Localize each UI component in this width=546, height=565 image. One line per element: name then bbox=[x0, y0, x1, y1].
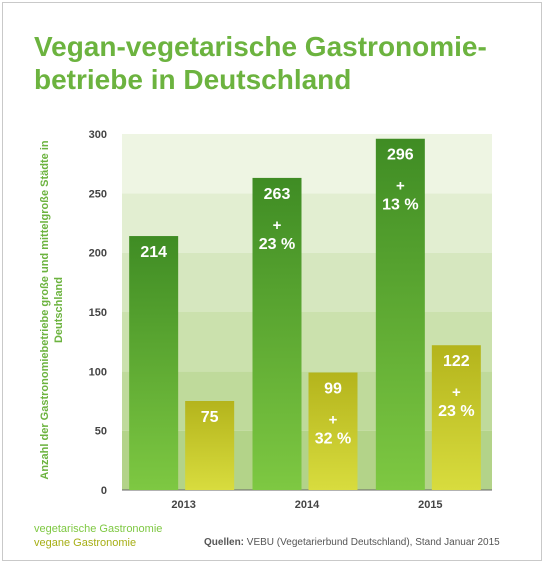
background-band bbox=[122, 193, 492, 253]
y-tick-label: 200 bbox=[89, 248, 107, 260]
x-tick-label: 2015 bbox=[418, 499, 442, 511]
chart-title-line-1: Vegan-vegetarische Gastronomie- bbox=[34, 31, 487, 62]
growth-label: + bbox=[452, 384, 461, 401]
source-text: VEBU (Vegetarierbund Deutschland), Stand… bbox=[246, 537, 500, 548]
data-label: 99 bbox=[324, 381, 342, 398]
growth-label: 23 % bbox=[259, 236, 295, 253]
legend: vegetarische Gastronomie vegane Gastrono… bbox=[34, 522, 162, 550]
source-note: Quellen: VEBU (Vegetarierbund Deutschlan… bbox=[204, 537, 500, 548]
legend-item-vegan: vegane Gastronomie bbox=[34, 537, 137, 549]
growth-label: 23 % bbox=[438, 403, 474, 420]
chart-title: Vegan-vegetarische Gastronomie- betriebe… bbox=[34, 30, 514, 96]
data-label: 122 bbox=[443, 353, 470, 370]
y-tick-label: 50 bbox=[95, 426, 107, 438]
y-tick-label: 0 bbox=[101, 485, 107, 497]
source-label: Quellen: bbox=[204, 537, 245, 548]
background-band bbox=[122, 371, 492, 431]
y-tick-label: 250 bbox=[89, 188, 107, 200]
bar-vegan bbox=[431, 345, 481, 490]
legend-item-vegetarian: vegetarische Gastronomie bbox=[34, 523, 163, 535]
growth-label: 32 % bbox=[315, 431, 351, 448]
chart-title-line-2: betriebe in Deutschland bbox=[34, 64, 352, 95]
bar-vegetarian bbox=[252, 177, 302, 490]
growth-label: + bbox=[273, 217, 282, 234]
bar-vegan bbox=[185, 401, 235, 490]
x-tick-label: 2013 bbox=[171, 499, 195, 511]
background-band bbox=[122, 252, 492, 312]
y-tick-label: 150 bbox=[89, 307, 107, 319]
data-label: 214 bbox=[140, 244, 167, 261]
background-band bbox=[122, 134, 492, 194]
data-label: 296 bbox=[387, 147, 414, 164]
growth-label: + bbox=[396, 178, 405, 195]
x-tick-label: 2014 bbox=[295, 499, 320, 511]
bar-vegetarian bbox=[129, 236, 179, 490]
y-tick-label: 300 bbox=[89, 129, 107, 141]
y-tick-label: 100 bbox=[89, 366, 107, 378]
data-label: 75 bbox=[201, 409, 219, 426]
bar-vegetarian bbox=[375, 138, 425, 490]
growth-label: + bbox=[329, 412, 338, 429]
growth-label: 13 % bbox=[382, 197, 418, 214]
bar-vegan bbox=[308, 372, 358, 490]
background-band bbox=[122, 430, 492, 490]
data-label: 263 bbox=[264, 186, 291, 203]
background-band bbox=[122, 312, 492, 372]
